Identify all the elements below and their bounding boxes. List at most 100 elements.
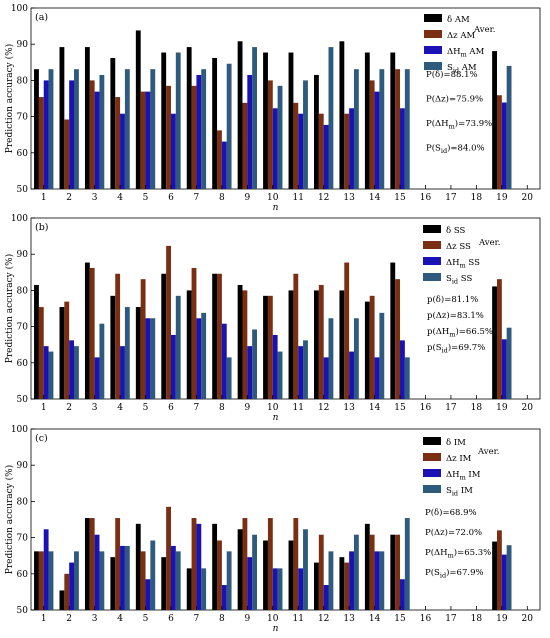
plot-frame [30, 217, 541, 400]
bar [339, 290, 345, 399]
legend-swatch [424, 30, 442, 38]
bar [140, 551, 146, 610]
y-tick-label: 60 [17, 570, 29, 580]
bar [364, 523, 370, 610]
x-tick-label: 13 [343, 403, 355, 413]
bar [110, 57, 116, 190]
bar [344, 113, 350, 189]
bar [120, 545, 125, 610]
x-tick-label: 18 [471, 403, 483, 413]
bar [369, 80, 375, 189]
bar [288, 52, 294, 189]
bar [48, 351, 54, 399]
bar [364, 301, 370, 399]
bar [43, 80, 49, 189]
x-tick-label: 20 [522, 403, 534, 413]
legend-swatch [424, 62, 442, 70]
bar [221, 323, 227, 399]
bar [124, 69, 130, 189]
bar [298, 113, 304, 189]
bar [124, 545, 130, 610]
legend-swatch [423, 469, 441, 477]
bar [293, 273, 299, 399]
x-tick-label: 7 [194, 614, 200, 624]
bar [353, 318, 359, 399]
bar [379, 312, 385, 399]
bar [263, 295, 268, 399]
legend-entry: ΔHm AM [447, 47, 485, 59]
bar [140, 279, 146, 399]
x-tick-label: 11 [292, 403, 303, 413]
bar [226, 63, 232, 189]
x-tick-label: 1 [41, 193, 47, 203]
bar [120, 113, 125, 189]
x-axis-label: n [273, 203, 279, 213]
legend: δ IM Δz IM ΔHm IM Sid IM [423, 437, 481, 498]
bar [267, 80, 273, 189]
bar [59, 47, 65, 189]
x-tick-label: 10 [267, 614, 279, 624]
bar [242, 518, 248, 610]
bar [217, 130, 222, 189]
legend-entry: Sid SS [446, 274, 472, 286]
legend-entry: Sid IM [446, 486, 473, 498]
bar [395, 279, 401, 399]
bar [166, 85, 171, 189]
bar [298, 568, 304, 610]
bar [64, 573, 70, 610]
bar [170, 545, 176, 610]
bar [110, 557, 116, 610]
x-tick-label: 18 [471, 614, 483, 624]
series-4 [48, 47, 512, 189]
x-tick-label: 12 [318, 614, 329, 624]
x-tick-label: 4 [117, 193, 123, 203]
x-tick-label: 2 [66, 193, 72, 203]
series-1 [34, 262, 497, 399]
x-tick-label: 2 [66, 403, 72, 413]
bar [314, 562, 319, 610]
series-3 [43, 318, 507, 399]
legend-swatch [424, 14, 442, 22]
x-tick-label: 16 [420, 403, 432, 413]
bar [48, 551, 54, 610]
bar [38, 97, 44, 189]
bar [166, 506, 171, 610]
x-tick-label: 20 [522, 614, 534, 624]
y-tick-label: 100 [11, 425, 28, 435]
bar [364, 52, 370, 189]
x-tick-label: 14 [369, 403, 381, 413]
average-bar [496, 95, 502, 189]
bar [323, 357, 329, 399]
accuracy-annotation: P(Sid)=84.0% [426, 143, 485, 156]
bar [89, 518, 95, 610]
bar [272, 108, 278, 189]
series-2 [38, 506, 502, 610]
bar [212, 523, 218, 610]
bar [64, 119, 70, 189]
bar [400, 340, 405, 399]
bar [145, 579, 151, 610]
bar [145, 318, 151, 399]
accuracy-annotation: P(ΔHm)=73.9% [426, 118, 492, 131]
bar [272, 568, 278, 610]
bar [43, 346, 49, 399]
bar [404, 357, 410, 399]
bar [379, 551, 385, 610]
bar [247, 74, 253, 189]
x-tick-label: 10 [267, 403, 279, 413]
x-tick-label: 15 [394, 614, 406, 624]
bar [328, 47, 334, 189]
series-4 [48, 518, 512, 610]
x-tick-label: 5 [143, 403, 149, 413]
x-tick-label: 4 [117, 403, 123, 413]
bar [196, 318, 202, 399]
bar [217, 273, 222, 399]
bar [120, 346, 125, 399]
bar [94, 91, 100, 189]
x-tick-label: 6 [168, 403, 174, 413]
bar [221, 141, 227, 189]
bar [277, 568, 283, 610]
